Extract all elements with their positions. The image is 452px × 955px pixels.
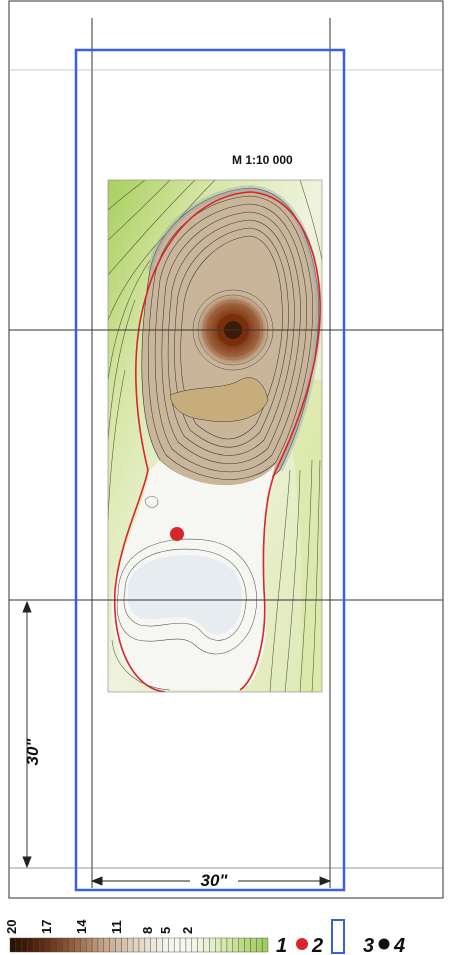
legend-swatch	[173, 937, 181, 953]
legend-ticks: 20 17 14 11 8 5 2	[4, 919, 195, 934]
legend-blue-frame-icon	[331, 919, 345, 954]
elevation-color-bar	[9, 937, 269, 953]
legend-black-dot-icon	[378, 938, 390, 950]
legend-swatch	[68, 937, 75, 953]
legend-swatch	[226, 937, 234, 953]
legend-swatch	[250, 937, 257, 953]
legend-swatch	[33, 937, 40, 953]
legend-swatch	[91, 937, 99, 953]
legend-swatch	[179, 937, 187, 953]
legend-swatch	[132, 937, 140, 953]
legend-swatch	[56, 937, 63, 953]
legend-swatch	[109, 937, 116, 953]
legend-swatch	[39, 937, 46, 953]
legend-tick-11: 11	[109, 920, 124, 934]
blue-frame	[74, 48, 346, 892]
legend-swatch	[144, 937, 151, 953]
legend-swatch	[232, 937, 239, 953]
legend-swatch	[86, 937, 93, 953]
grid-lines	[9, 18, 443, 888]
legend-swatch	[156, 937, 163, 953]
legend-swatch	[50, 937, 58, 953]
legend-swatch	[203, 937, 210, 953]
legend-swatch	[121, 937, 128, 953]
legend-swatch	[261, 937, 269, 953]
legend-swatch	[256, 937, 263, 953]
legend-swatch	[138, 937, 146, 953]
legend-label-3: 3	[363, 935, 374, 955]
legend-label-1: 1	[276, 935, 287, 955]
legend-swatch	[27, 937, 34, 953]
legend-swatch	[62, 937, 69, 953]
legend-swatch	[185, 937, 192, 953]
legend-swatch	[238, 937, 245, 953]
legend-red-dot-icon	[296, 938, 308, 950]
legend-label-4: 4	[393, 935, 405, 955]
vertical-dimension	[22, 600, 32, 869]
legend-swatch	[220, 937, 228, 953]
legend-tick-2: 2	[180, 927, 195, 934]
legend-swatch	[209, 937, 216, 953]
contour-area	[108, 180, 322, 692]
legend-tick-20: 20	[4, 920, 19, 934]
legend-swatch	[44, 937, 52, 953]
legend-tick-5: 5	[158, 927, 173, 934]
legend-tick-8: 8	[140, 927, 155, 934]
scale-label: M 1:10 000	[232, 153, 293, 167]
legend-swatch	[150, 937, 157, 953]
legend-swatch	[115, 937, 122, 953]
legend-swatch	[215, 937, 222, 953]
legend-swatch	[168, 937, 175, 953]
vertical-dimension-label: 30"	[23, 738, 42, 766]
legend-swatch	[74, 937, 81, 953]
legend: 20 17 14 11 8 5 2 1 2 3 4	[4, 919, 405, 955]
legend-swatch	[191, 937, 198, 953]
red-isoline	[113, 191, 321, 692]
red-dot-marker	[170, 527, 184, 541]
map-border	[8, 0, 444, 899]
legend-swatch	[9, 937, 17, 953]
legend-tick-14: 14	[74, 919, 89, 934]
legend-swatch	[15, 937, 22, 953]
legend-swatch	[197, 937, 204, 953]
legend-swatch	[162, 937, 169, 953]
legend-swatch	[21, 937, 28, 953]
legend-label-2: 2	[311, 935, 323, 955]
legend-swatch	[127, 937, 134, 953]
legend-swatch	[103, 937, 110, 953]
legend-swatch	[244, 937, 251, 953]
legend-swatch	[80, 937, 87, 953]
legend-tick-17: 17	[39, 920, 54, 934]
horizontal-dimension-label: 30"	[201, 871, 229, 890]
legend-swatch	[97, 937, 105, 953]
